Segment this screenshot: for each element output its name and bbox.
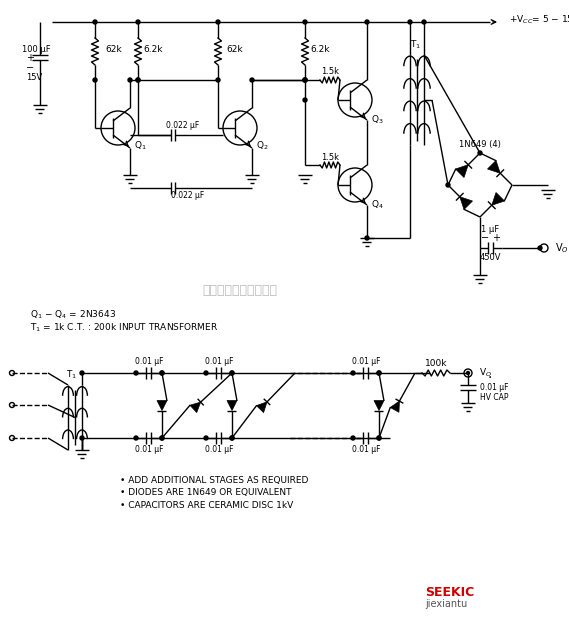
Text: 0.01 μF: 0.01 μF (352, 446, 380, 454)
Circle shape (303, 78, 307, 82)
Circle shape (377, 436, 381, 440)
Circle shape (303, 78, 307, 82)
Circle shape (377, 371, 381, 375)
Circle shape (230, 371, 234, 375)
Polygon shape (492, 193, 505, 205)
Circle shape (80, 436, 84, 440)
Circle shape (136, 78, 140, 82)
Circle shape (365, 20, 369, 24)
Circle shape (93, 20, 97, 24)
Text: Q$_4$: Q$_4$ (370, 199, 384, 211)
Text: 15V: 15V (26, 73, 42, 81)
Text: V$_O$: V$_O$ (479, 367, 492, 379)
Circle shape (230, 371, 234, 375)
Text: 0.022 μF: 0.022 μF (166, 120, 200, 130)
Circle shape (230, 436, 234, 440)
Text: V$_O$: V$_O$ (555, 241, 569, 255)
Circle shape (80, 371, 84, 375)
Text: HV CAP: HV CAP (480, 392, 509, 402)
Circle shape (351, 436, 355, 440)
Text: 杭州将睷科技有限公司: 杭州将睷科技有限公司 (203, 283, 278, 296)
Text: Q$_2$: Q$_2$ (255, 140, 269, 153)
Text: SEEKIC: SEEKIC (425, 585, 474, 598)
Text: 0.01 μF: 0.01 μF (480, 383, 509, 391)
Polygon shape (374, 401, 384, 410)
Text: Q$_1$: Q$_1$ (134, 140, 146, 153)
Text: 1 μF: 1 μF (481, 226, 499, 234)
Text: −: − (481, 233, 489, 243)
Circle shape (467, 371, 469, 374)
Circle shape (303, 78, 307, 82)
Circle shape (538, 246, 542, 250)
Circle shape (377, 436, 381, 440)
Polygon shape (488, 161, 500, 173)
Text: −: − (26, 63, 34, 73)
Text: 1.5k: 1.5k (321, 68, 339, 76)
Text: +: + (492, 233, 500, 243)
Text: • DIODES ARE 1N649 OR EQUIVALENT: • DIODES ARE 1N649 OR EQUIVALENT (120, 489, 291, 497)
Text: 0.01 μF: 0.01 μF (205, 446, 233, 454)
Text: 450V: 450V (479, 254, 501, 262)
Circle shape (303, 98, 307, 102)
Circle shape (216, 78, 220, 82)
Text: 0.01 μF: 0.01 μF (135, 358, 163, 366)
Text: 6.2k: 6.2k (310, 45, 329, 55)
Polygon shape (257, 402, 267, 412)
Text: +V$_{CC}$= 5 − 15V: +V$_{CC}$= 5 − 15V (509, 14, 569, 26)
Text: 0.01 μF: 0.01 μF (352, 358, 380, 366)
Circle shape (230, 436, 234, 440)
Text: 1N649 (4): 1N649 (4) (459, 141, 501, 149)
Text: .: . (488, 367, 492, 381)
Circle shape (160, 371, 164, 375)
Circle shape (408, 20, 412, 24)
Text: jiexiantu: jiexiantu (425, 599, 467, 609)
Circle shape (134, 436, 138, 440)
Text: T$_1$: T$_1$ (410, 38, 422, 51)
Text: 62k: 62k (226, 45, 242, 55)
Text: +: + (26, 53, 34, 63)
Polygon shape (227, 401, 237, 410)
Text: 100k: 100k (424, 358, 447, 368)
Circle shape (134, 371, 138, 375)
Circle shape (446, 183, 450, 187)
Text: T$_1$: T$_1$ (67, 369, 77, 381)
Circle shape (365, 236, 369, 240)
Text: 62k: 62k (105, 45, 122, 55)
Circle shape (93, 78, 97, 82)
Circle shape (422, 20, 426, 24)
Circle shape (128, 78, 132, 82)
Text: 0.01 μF: 0.01 μF (205, 358, 233, 366)
Text: • CAPACITORS ARE CERAMIC DISC 1kV: • CAPACITORS ARE CERAMIC DISC 1kV (120, 502, 293, 510)
Polygon shape (456, 165, 468, 177)
Polygon shape (157, 401, 167, 410)
Text: T$_1$ = 1k C.T. : 200k INPUT TRANSFORMER: T$_1$ = 1k C.T. : 200k INPUT TRANSFORMER (30, 322, 218, 334)
Text: 100 μF: 100 μF (22, 45, 51, 55)
Circle shape (250, 78, 254, 82)
Circle shape (303, 20, 307, 24)
Circle shape (478, 151, 482, 155)
Text: 0.01 μF: 0.01 μF (135, 446, 163, 454)
Polygon shape (390, 401, 399, 412)
Circle shape (351, 371, 355, 375)
Polygon shape (460, 197, 472, 210)
Text: 0.022 μF: 0.022 μF (171, 192, 205, 200)
Text: Q$_3$: Q$_3$ (370, 113, 384, 126)
Polygon shape (190, 402, 201, 412)
Circle shape (216, 20, 220, 24)
Circle shape (136, 78, 140, 82)
Circle shape (204, 371, 208, 375)
Circle shape (160, 436, 164, 440)
Text: 6.2k: 6.2k (143, 45, 163, 55)
Circle shape (377, 371, 381, 375)
Text: Q$_1$ − Q$_4$ = 2N3643: Q$_1$ − Q$_4$ = 2N3643 (30, 309, 116, 321)
Circle shape (160, 436, 164, 440)
Circle shape (160, 371, 164, 375)
Circle shape (136, 20, 140, 24)
Text: • ADD ADDITIONAL STAGES AS REQUIRED: • ADD ADDITIONAL STAGES AS REQUIRED (120, 476, 308, 484)
Circle shape (204, 436, 208, 440)
Text: 1.5k: 1.5k (321, 153, 339, 161)
